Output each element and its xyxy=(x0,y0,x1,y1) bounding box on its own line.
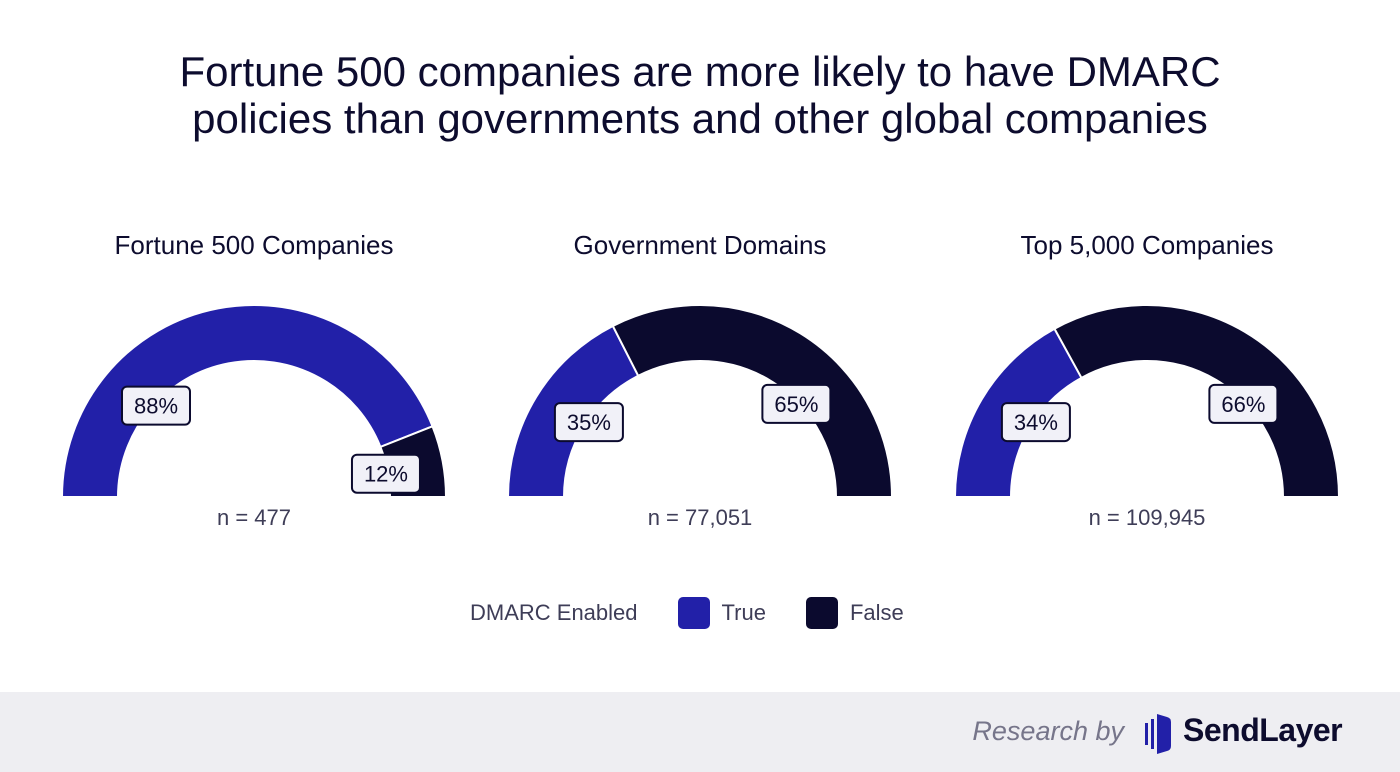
chart-title-fortune: Fortune 500 Companies xyxy=(114,230,394,260)
data-label: 34% xyxy=(1000,402,1071,443)
legend-item-true: True xyxy=(677,597,766,629)
footer: Research by SendLayer xyxy=(0,692,1400,772)
data-label-text: 88% xyxy=(134,394,178,419)
chart-title-government: Government Domains xyxy=(573,230,827,260)
legend-item-false: False xyxy=(805,597,904,629)
data-label-text: 34% xyxy=(1014,410,1058,435)
title-line-2: policies than governments and other glob… xyxy=(192,95,1208,142)
data-label: 66% xyxy=(1208,383,1279,424)
legend-swatch-false xyxy=(805,597,838,629)
page-title: Fortune 500 companies are more likely to… xyxy=(0,48,1400,142)
legend-title: DMARC Enabled xyxy=(470,600,638,625)
title-line-1: Fortune 500 companies are more likely to… xyxy=(179,48,1221,95)
legend-label-true: True xyxy=(721,600,766,625)
data-label: 65% xyxy=(761,383,832,424)
data-label-text: 35% xyxy=(567,410,611,435)
data-label: 35% xyxy=(553,402,624,443)
legend-swatch-true xyxy=(677,597,710,629)
sendlayer-logo-icon xyxy=(1145,714,1171,754)
data-label-text: 12% xyxy=(364,462,408,487)
brand-name: SendLayer xyxy=(1183,712,1343,748)
data-label: 88% xyxy=(120,385,191,426)
gauge-segment-false xyxy=(611,304,894,498)
data-label-text: 65% xyxy=(774,392,818,417)
gauge-charts: 88% 12% 35% 65% 34% 66% xyxy=(60,304,1341,498)
data-label: 12% xyxy=(350,453,421,494)
n-label-fortune: n = 477 xyxy=(216,505,291,530)
research-by-text: Research by xyxy=(972,716,1124,746)
chart-title-top5000: Top 5,000 Companies xyxy=(1020,230,1274,260)
n-label-government: n = 77,051 xyxy=(647,505,753,530)
legend: DMARC Enabled True False xyxy=(470,597,904,629)
legend-label-false: False xyxy=(849,600,904,625)
gauge-segment-false xyxy=(1053,304,1341,498)
data-label-text: 66% xyxy=(1221,392,1265,417)
n-label-top5000: n = 109,945 xyxy=(1088,505,1206,530)
